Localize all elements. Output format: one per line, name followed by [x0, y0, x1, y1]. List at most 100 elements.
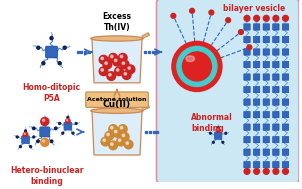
FancyBboxPatch shape	[253, 74, 260, 80]
FancyBboxPatch shape	[253, 86, 260, 93]
Circle shape	[67, 117, 69, 119]
Circle shape	[99, 55, 108, 64]
Circle shape	[124, 140, 133, 149]
Circle shape	[244, 15, 250, 21]
Polygon shape	[92, 39, 142, 83]
Polygon shape	[92, 111, 142, 155]
FancyBboxPatch shape	[282, 49, 289, 55]
Circle shape	[225, 132, 227, 134]
Circle shape	[177, 46, 217, 87]
Circle shape	[109, 74, 111, 76]
Circle shape	[30, 146, 32, 148]
Circle shape	[109, 125, 117, 133]
FancyBboxPatch shape	[263, 74, 269, 80]
Circle shape	[33, 136, 35, 138]
Circle shape	[101, 137, 110, 146]
Circle shape	[118, 139, 121, 141]
Circle shape	[273, 169, 279, 174]
Text: bilayer vesicle: bilayer vesicle	[223, 4, 285, 13]
Circle shape	[118, 53, 127, 62]
FancyBboxPatch shape	[273, 124, 279, 130]
Circle shape	[120, 132, 129, 141]
Circle shape	[105, 62, 107, 64]
Circle shape	[124, 73, 127, 75]
FancyBboxPatch shape	[263, 61, 269, 68]
Circle shape	[213, 141, 214, 143]
FancyBboxPatch shape	[273, 161, 279, 168]
FancyBboxPatch shape	[282, 161, 289, 168]
Text: Excess
Th(IV): Excess Th(IV)	[102, 12, 131, 32]
Circle shape	[217, 129, 218, 130]
FancyBboxPatch shape	[282, 149, 289, 155]
FancyBboxPatch shape	[253, 61, 260, 68]
Text: Acetone solution: Acetone solution	[87, 97, 147, 102]
FancyBboxPatch shape	[64, 122, 72, 130]
Circle shape	[114, 130, 117, 133]
Circle shape	[283, 169, 288, 174]
Circle shape	[37, 46, 40, 49]
Circle shape	[75, 122, 77, 124]
Circle shape	[117, 137, 125, 146]
FancyBboxPatch shape	[263, 124, 269, 130]
Circle shape	[254, 15, 259, 21]
FancyBboxPatch shape	[244, 86, 250, 93]
Circle shape	[105, 131, 114, 140]
Text: Homo-ditopic
P5A: Homo-ditopic P5A	[22, 83, 81, 103]
FancyBboxPatch shape	[253, 36, 260, 43]
Circle shape	[114, 67, 123, 76]
FancyBboxPatch shape	[244, 136, 250, 143]
Circle shape	[120, 60, 129, 69]
Circle shape	[33, 127, 35, 130]
Circle shape	[122, 71, 131, 79]
Text: Abnormal
binding: Abnormal binding	[191, 113, 233, 133]
Circle shape	[182, 52, 211, 81]
Circle shape	[244, 169, 250, 174]
FancyBboxPatch shape	[244, 111, 250, 118]
Circle shape	[109, 53, 117, 62]
Circle shape	[263, 15, 269, 21]
Circle shape	[190, 8, 194, 13]
Circle shape	[42, 62, 45, 65]
FancyBboxPatch shape	[244, 49, 250, 55]
Text: Cu(II): Cu(II)	[103, 100, 131, 109]
FancyBboxPatch shape	[253, 136, 260, 143]
Circle shape	[114, 59, 117, 62]
Circle shape	[62, 132, 64, 134]
FancyBboxPatch shape	[244, 36, 250, 43]
Circle shape	[101, 69, 104, 71]
FancyBboxPatch shape	[244, 24, 250, 30]
FancyBboxPatch shape	[244, 149, 250, 155]
FancyBboxPatch shape	[253, 111, 260, 118]
FancyBboxPatch shape	[263, 161, 269, 168]
Circle shape	[226, 18, 230, 22]
FancyBboxPatch shape	[273, 136, 279, 143]
Circle shape	[111, 126, 113, 129]
Circle shape	[101, 57, 104, 60]
FancyBboxPatch shape	[282, 111, 289, 118]
Circle shape	[122, 134, 125, 137]
FancyBboxPatch shape	[273, 49, 279, 55]
Circle shape	[111, 55, 113, 58]
FancyBboxPatch shape	[273, 149, 279, 155]
Circle shape	[63, 46, 66, 49]
Circle shape	[109, 141, 117, 150]
Circle shape	[103, 139, 105, 141]
Circle shape	[43, 140, 45, 142]
Circle shape	[107, 72, 116, 80]
FancyBboxPatch shape	[263, 49, 269, 55]
FancyBboxPatch shape	[244, 124, 250, 130]
FancyBboxPatch shape	[263, 36, 269, 43]
Ellipse shape	[91, 108, 143, 113]
Ellipse shape	[91, 36, 143, 41]
Circle shape	[37, 140, 39, 143]
FancyBboxPatch shape	[273, 61, 279, 68]
FancyBboxPatch shape	[253, 161, 260, 168]
Circle shape	[216, 128, 220, 132]
FancyBboxPatch shape	[86, 92, 148, 107]
FancyBboxPatch shape	[282, 124, 289, 130]
FancyBboxPatch shape	[40, 127, 50, 137]
Circle shape	[126, 65, 135, 74]
Polygon shape	[142, 105, 149, 111]
Circle shape	[171, 13, 176, 18]
FancyBboxPatch shape	[273, 99, 279, 105]
